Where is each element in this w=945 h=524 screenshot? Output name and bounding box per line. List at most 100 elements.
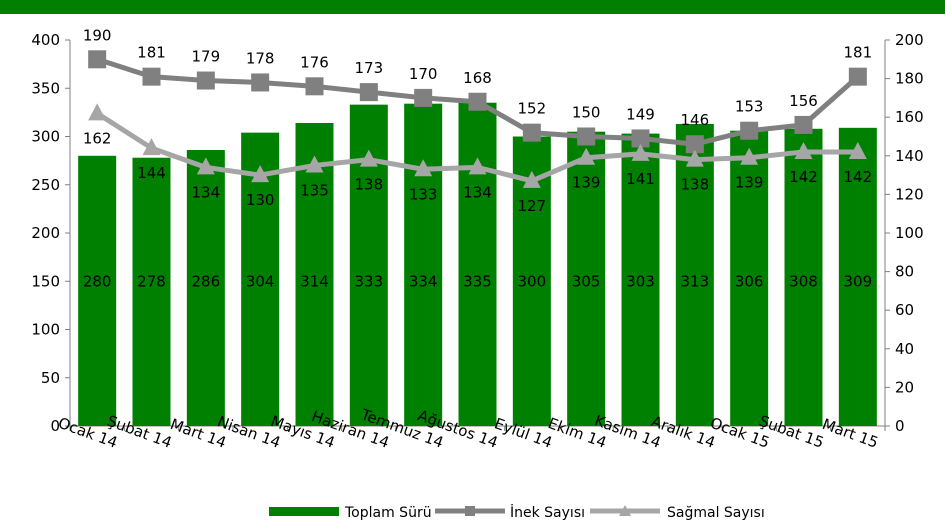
line-marker-triangle bbox=[685, 149, 704, 167]
line-marker-square bbox=[740, 121, 759, 140]
bar-value-label: 333 bbox=[355, 272, 384, 290]
y-left-tick-label: 50 bbox=[41, 369, 60, 387]
line-value-label: 139 bbox=[735, 174, 764, 192]
y-left-tick-label: 250 bbox=[31, 176, 60, 194]
bar bbox=[730, 130, 769, 426]
line-value-label: 139 bbox=[572, 174, 601, 192]
bar-value-label: 305 bbox=[572, 272, 601, 290]
y-left-tick-label: 150 bbox=[31, 272, 60, 290]
line-marker-square bbox=[848, 67, 867, 86]
line-value-label: 170 bbox=[409, 65, 438, 83]
line-value-label: 142 bbox=[789, 168, 818, 186]
line-value-label: 181 bbox=[137, 44, 166, 62]
line-marker-triangle bbox=[251, 165, 270, 183]
line-marker-square bbox=[251, 73, 270, 92]
bar bbox=[621, 133, 660, 427]
bar bbox=[186, 150, 225, 426]
bar-value-label: 303 bbox=[626, 272, 655, 290]
bar bbox=[295, 122, 334, 427]
bar bbox=[675, 123, 714, 426]
line-marker-triangle bbox=[468, 157, 487, 175]
line-value-label: 146 bbox=[681, 111, 710, 129]
bar bbox=[132, 157, 171, 427]
y-right-tick-label: 20 bbox=[895, 378, 914, 396]
bar-value-label: 306 bbox=[735, 272, 764, 290]
bar bbox=[404, 103, 443, 426]
line-value-label: 138 bbox=[355, 176, 384, 194]
line-value-label: 144 bbox=[137, 164, 166, 182]
line-value-label: 162 bbox=[83, 129, 112, 147]
line-value-label: 134 bbox=[463, 183, 492, 201]
line-marker-square bbox=[414, 88, 433, 107]
y-left-tick-label: 350 bbox=[31, 79, 60, 97]
bar-value-label: 300 bbox=[518, 272, 547, 290]
bar-value-label: 278 bbox=[137, 272, 166, 290]
line-labels-group: 190 181 179 178 176 173 170 168 152 150 149 146 153 1… bbox=[83, 26, 872, 215]
top-accent-band bbox=[0, 0, 945, 14]
bar-labels-group: 280 278 286 304 314 333 334 335 300 305 303 313 306 3… bbox=[83, 272, 872, 290]
line-marker-triangle bbox=[577, 147, 596, 165]
line-marker-square bbox=[522, 123, 541, 142]
bar-value-label: 308 bbox=[789, 272, 818, 290]
y-right-tick-label: 0 bbox=[895, 417, 905, 435]
y-left-tick-label: 100 bbox=[31, 321, 60, 339]
line-value-label: 181 bbox=[844, 44, 873, 62]
y-right-tick-label: 60 bbox=[895, 301, 914, 319]
line-marker-triangle bbox=[414, 159, 433, 177]
line-marker-triangle bbox=[631, 143, 650, 161]
line-marker-triangle bbox=[196, 157, 215, 175]
line-marker-square bbox=[305, 77, 324, 96]
line-value-label: 133 bbox=[409, 185, 438, 203]
legend-label-inek: İnek Sayısı bbox=[510, 503, 585, 521]
y-right-tick-label: 140 bbox=[895, 147, 924, 165]
y-left-tick-label: 400 bbox=[31, 31, 60, 49]
axes-group: 0 50 100 150 200 250 300 350 400 0 20 40 60 80 100 120 1… bbox=[31, 31, 923, 435]
line-value-label: 127 bbox=[518, 197, 547, 215]
line-value-label: 168 bbox=[463, 69, 492, 87]
line-value-label: 149 bbox=[626, 105, 655, 123]
y-right-tick-label: 180 bbox=[895, 70, 924, 88]
line-marker-square bbox=[577, 127, 596, 146]
bar-value-label: 309 bbox=[844, 272, 873, 290]
y-left-tick-label: 300 bbox=[31, 128, 60, 146]
line-marker-triangle bbox=[740, 147, 759, 165]
legend-label-sagmal: Sağmal Sayısı bbox=[667, 505, 765, 521]
line-value-label: 138 bbox=[681, 176, 710, 194]
bar bbox=[458, 102, 497, 426]
bar-value-label: 335 bbox=[463, 272, 492, 290]
line-value-label: 178 bbox=[246, 49, 275, 67]
y-left-tick-label: 200 bbox=[31, 224, 60, 242]
bar-value-label: 313 bbox=[681, 272, 710, 290]
bar-value-label: 286 bbox=[192, 272, 221, 290]
line-marker-triangle bbox=[359, 149, 378, 167]
bar bbox=[784, 128, 823, 426]
y-right-tick-label: 120 bbox=[895, 185, 924, 203]
y-right-tick-label: 200 bbox=[895, 31, 924, 49]
bar bbox=[838, 127, 877, 426]
y-right-tick-label: 100 bbox=[895, 224, 924, 242]
legend-swatch-toplam bbox=[269, 507, 339, 516]
line-value-label: 173 bbox=[355, 59, 384, 77]
bar-value-label: 304 bbox=[246, 272, 275, 290]
line-value-label: 134 bbox=[192, 183, 221, 201]
line-value-label: 141 bbox=[626, 170, 655, 188]
y-right-tick-label: 80 bbox=[895, 263, 914, 281]
line-marker-triangle bbox=[522, 170, 541, 188]
line-value-label: 152 bbox=[518, 100, 547, 118]
line-marker-square bbox=[88, 50, 107, 69]
bar bbox=[78, 155, 117, 427]
bar-value-label: 314 bbox=[300, 272, 329, 290]
line-value-label: 142 bbox=[844, 168, 873, 186]
bar-value-label: 334 bbox=[409, 272, 438, 290]
line-marker-triangle bbox=[142, 138, 161, 156]
line-marker-square bbox=[359, 83, 378, 102]
line-value-label: 156 bbox=[789, 92, 818, 110]
legend-marker-inek bbox=[465, 506, 475, 516]
line-marker-triangle bbox=[794, 141, 813, 159]
line-marker-triangle bbox=[848, 141, 867, 159]
line-marker-square bbox=[196, 71, 215, 90]
y-left-tick-label: 0 bbox=[50, 417, 60, 435]
line-marker-square bbox=[685, 135, 704, 154]
line-marker-square bbox=[794, 115, 813, 134]
line-marker-triangle bbox=[305, 155, 324, 173]
